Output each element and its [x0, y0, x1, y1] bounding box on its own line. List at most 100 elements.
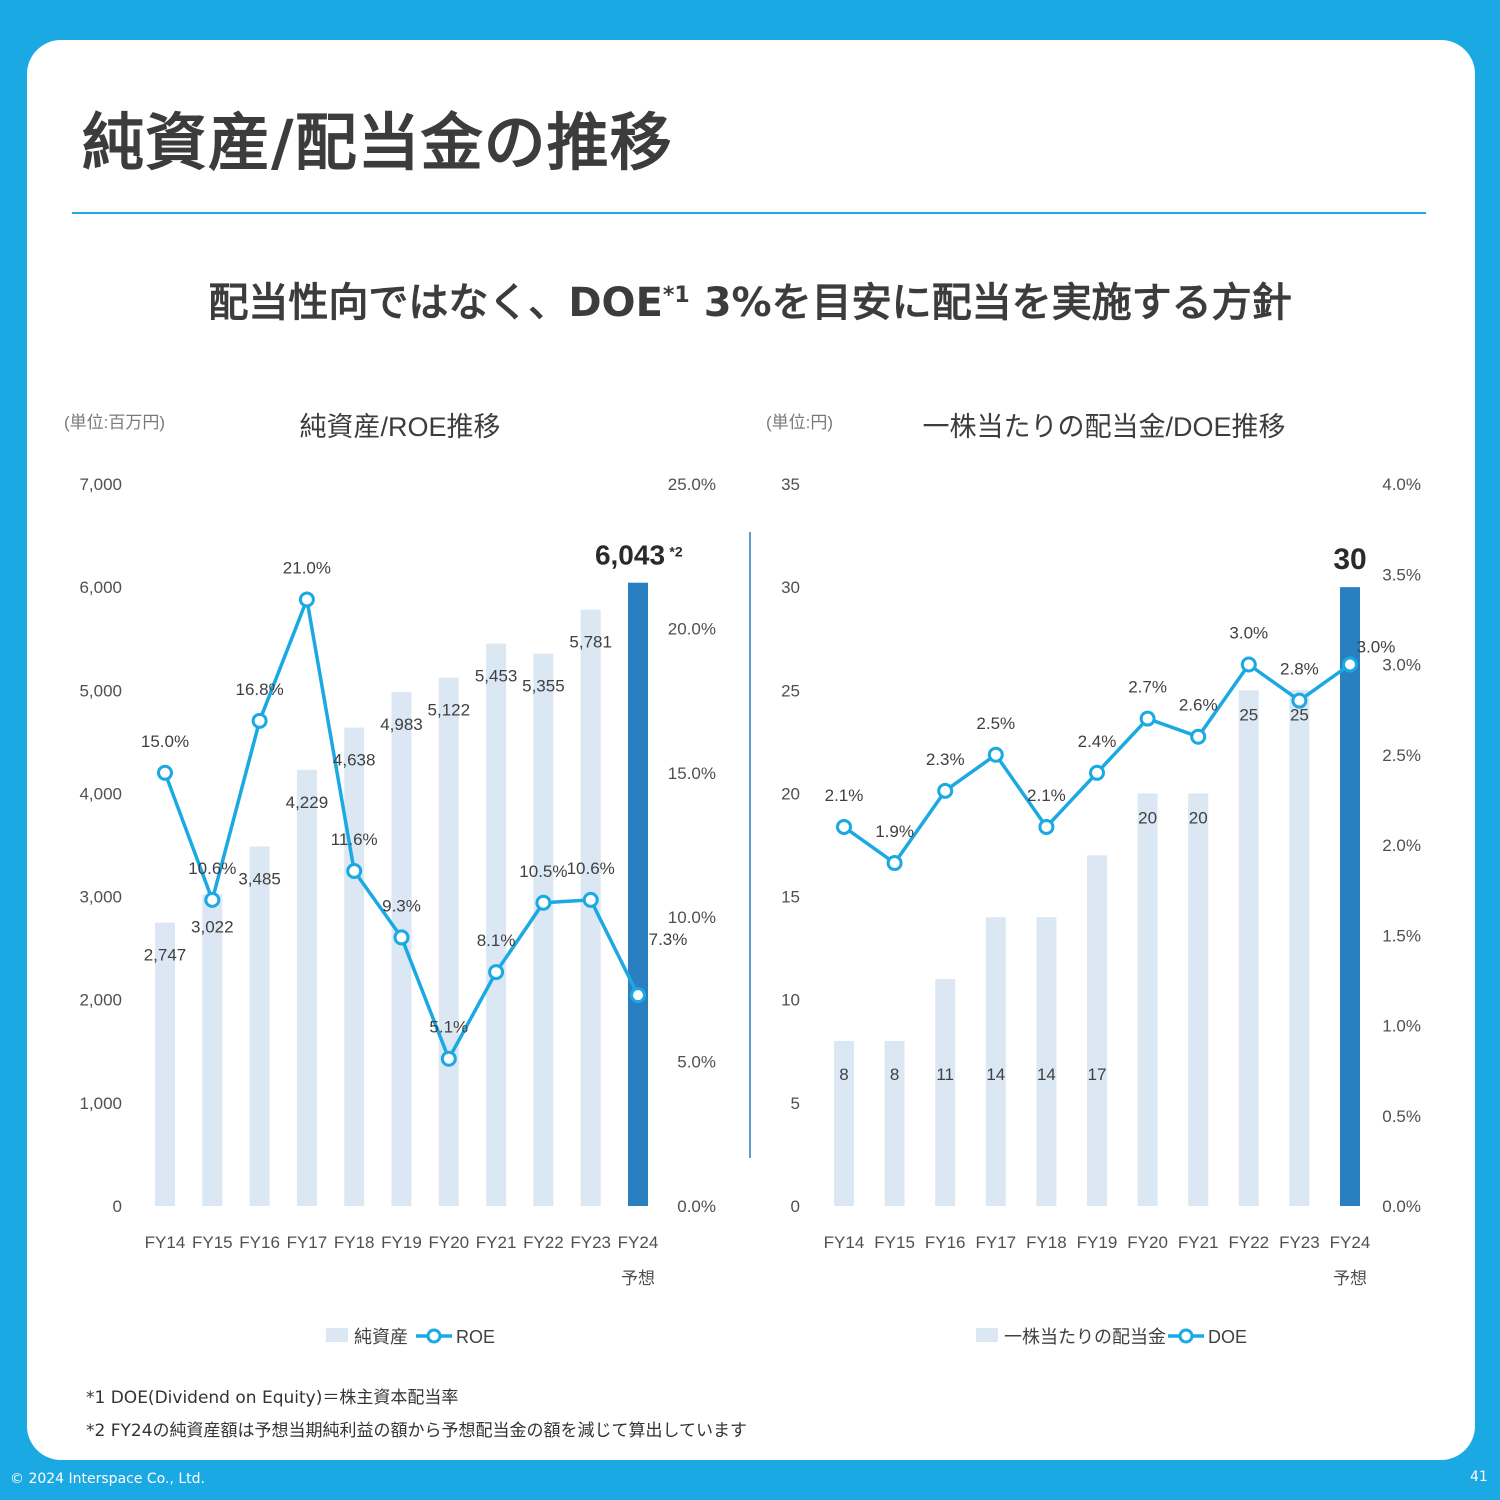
chart1-line-data-label: 8.1%	[477, 931, 516, 950]
page-title: 純資産/配当金の推移	[82, 106, 673, 179]
chart2-left-tick: 30	[781, 578, 800, 597]
chart2-x-tick: FY24	[1330, 1233, 1371, 1252]
chart2-x-tick: FY15	[874, 1233, 915, 1252]
chart2-line-data-label: 3.0%	[1229, 624, 1268, 643]
chart2-right-tick: 0.5%	[1382, 1107, 1421, 1126]
chart1-left-tick: 2,000	[79, 991, 122, 1010]
headline-footnote-mark: *1	[662, 282, 690, 308]
chart1-line-data-label: 9.3%	[382, 896, 421, 915]
chart2-line-data-label: 2.8%	[1280, 660, 1319, 679]
chart2-right-tick: 4.0%	[1382, 475, 1421, 494]
chart2-line-point	[1240, 656, 1257, 673]
chart2-left-tick: 25	[781, 681, 800, 700]
chart2-bar	[1289, 690, 1310, 1206]
chart1-line-data-label: 10.6%	[188, 859, 236, 878]
chart1-bar	[486, 643, 507, 1206]
chart1-x-tick: FY14	[145, 1233, 186, 1252]
chart2-x-tick: FY14	[824, 1233, 865, 1252]
chart1-bar-note: *2	[669, 544, 682, 560]
chart1-legend-bar-label: 純資産	[354, 1327, 408, 1347]
chart2-bar	[834, 1040, 854, 1206]
chart1-bar-data-label: 5,122	[428, 701, 471, 720]
chart2-bar-data-label: 17	[1088, 1065, 1107, 1084]
chart2-line-data-label: 3.0%	[1357, 638, 1396, 657]
chart2-legend-line-marker	[1178, 1328, 1194, 1344]
content-card	[27, 40, 1475, 1460]
chart2-x-tick: FY18	[1026, 1233, 1067, 1252]
chart1-line-data-label: 7.3%	[649, 930, 688, 949]
chart1-line-point	[582, 891, 599, 908]
chart2-bar-data-label: 8	[839, 1065, 848, 1084]
chart2-bar	[1238, 690, 1259, 1206]
chart1-bar-data-label: 6,043	[595, 540, 665, 571]
chart2-line-data-label: 2.5%	[976, 714, 1015, 733]
chart2-x-tick: FY21	[1178, 1233, 1219, 1252]
chart2-line-data-label: 2.3%	[926, 750, 965, 769]
chart1-line-point	[298, 591, 315, 608]
chart2-line-point	[937, 782, 954, 799]
chart2-line-point	[1139, 710, 1156, 727]
chart2-x-sublabel: 予想	[1333, 1269, 1367, 1288]
chart2-line-data-label: 2.6%	[1179, 696, 1218, 715]
chart2-line-series	[842, 662, 1352, 865]
chart2-line-point	[1190, 728, 1207, 745]
chart2-right-tick: 2.0%	[1382, 836, 1421, 855]
chart1-left-tick: 1,000	[79, 1094, 122, 1113]
chart1-right-tick: 20.0%	[668, 619, 716, 638]
chart2-x-tick: FY17	[975, 1233, 1016, 1252]
chart2-bar-data-label: 11	[936, 1065, 954, 1084]
chart2-right-tick: 3.5%	[1382, 565, 1421, 584]
chart1-line-data-label: 5.1%	[429, 1018, 468, 1037]
chart1-x-tick: FY18	[334, 1233, 375, 1252]
chart1-left-tick: 7,000	[79, 475, 122, 494]
chart2-bar	[884, 1040, 905, 1206]
chart2-line-data-label: 2.1%	[1027, 786, 1066, 805]
chart1-left-tick: 6,000	[79, 578, 122, 597]
chart1-bar	[155, 922, 175, 1206]
chart2-bar-data-label: 14	[986, 1065, 1005, 1084]
chart1-line-data-label: 15.0%	[141, 732, 189, 751]
chart2-left-tick: 5	[791, 1094, 800, 1113]
page-number: 41	[1470, 1469, 1488, 1485]
chart1-bar-data-label: 2,747	[144, 946, 187, 965]
chart2-unit-label: (単位:円)	[766, 413, 833, 432]
chart1-left-tick: 5,000	[79, 681, 122, 700]
chart1-line-point	[393, 929, 410, 946]
chart1-x-tick: FY23	[570, 1233, 611, 1252]
chart1-legend-line-marker	[426, 1328, 442, 1344]
chart2-bar-data-label: 8	[890, 1065, 899, 1084]
chart2-right-tick: 3.0%	[1382, 656, 1421, 675]
chart2-legend-bar-label: 一株当たりの配当金	[1004, 1327, 1166, 1347]
chart2-line-data-label: 2.7%	[1128, 678, 1167, 697]
chart2-bar-data-label: 30	[1333, 543, 1366, 576]
chart2-bar	[1036, 917, 1057, 1206]
chart2-right-tick: 1.0%	[1382, 1017, 1421, 1036]
chart2-right-tick: 0.0%	[1382, 1197, 1421, 1216]
chart2-legend-line-label: DOE	[1208, 1327, 1247, 1347]
chart1-bar	[202, 894, 223, 1206]
chart1-right-tick: 5.0%	[677, 1053, 716, 1072]
footnote-2: *2 FY24の純資産額は予想当期純利益の額から予想配当金の額を減じて算出してい…	[86, 1421, 748, 1441]
chart2-line-point	[1291, 692, 1308, 709]
chart1-legend-bar-swatch	[326, 1328, 348, 1342]
chart2-bar-data-label: 20	[1189, 808, 1208, 827]
chart1-line-data-label: 21.0%	[283, 559, 331, 578]
chart1-line-point	[204, 891, 221, 908]
chart1-bar-data-label: 3,022	[191, 917, 234, 936]
chart2-bar-data-label: 25	[1239, 705, 1258, 724]
chart1-bar-data-label: 3,485	[238, 870, 281, 889]
chart1-line-point	[440, 1050, 457, 1067]
chart1-bar	[249, 846, 270, 1206]
chart1-bar-data-label: 4,638	[333, 751, 376, 770]
headline-rest: 3%を目安に配当を実施する方針	[703, 280, 1292, 326]
chart1-x-tick: FY16	[239, 1233, 280, 1252]
chart2-bar-data-label: 14	[1037, 1065, 1056, 1084]
chart1-bar	[533, 653, 554, 1206]
chart2-bar	[1188, 793, 1209, 1206]
chart2-bar-data-label: 25	[1290, 705, 1309, 724]
chart1-bar	[628, 582, 648, 1206]
chart2-left-tick: 10	[781, 991, 800, 1010]
chart2-right-tick: 1.5%	[1382, 926, 1421, 945]
chart1-bar	[438, 677, 459, 1206]
